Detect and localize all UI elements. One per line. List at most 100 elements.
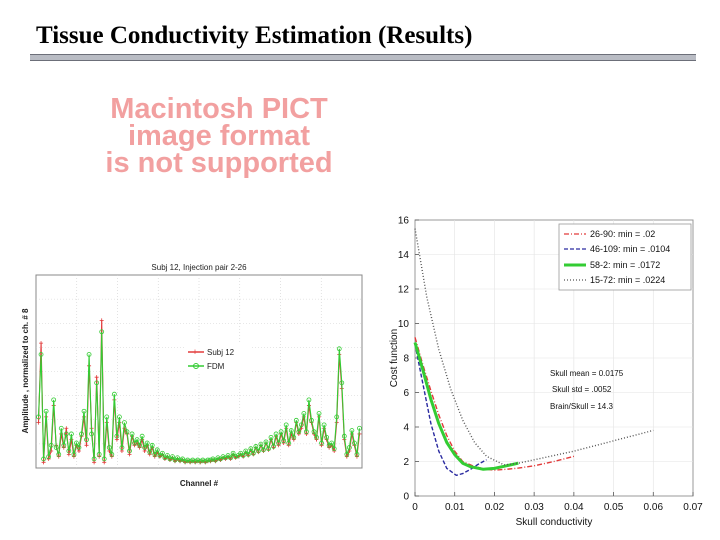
- data-point: [149, 442, 155, 448]
- data-point: [154, 447, 160, 453]
- data-point: [99, 318, 104, 323]
- data-point: [79, 431, 84, 437]
- y-tick-label: 4: [403, 423, 409, 434]
- x-tick-label: 0.04: [564, 502, 584, 513]
- data-point: [349, 428, 355, 433]
- data-point: [56, 451, 62, 457]
- data-point: [341, 433, 347, 439]
- annotation-skull-std: Skull std = .0052: [552, 385, 612, 394]
- data-point: [197, 458, 203, 464]
- title-divider: [30, 54, 696, 61]
- data-point: [344, 451, 350, 457]
- data-point: [334, 414, 340, 420]
- series-group: [413, 228, 654, 476]
- y-tick-label: 2: [403, 457, 409, 468]
- data-point: [253, 444, 259, 449]
- data-point: [96, 451, 102, 457]
- legend-marker-circle: [193, 363, 199, 369]
- data-point: [354, 451, 360, 457]
- data-point: [137, 442, 143, 448]
- data-point: [170, 454, 175, 460]
- data-point: [53, 445, 59, 450]
- data-point: [240, 453, 246, 458]
- data-point: [210, 456, 216, 462]
- data-point: [124, 429, 130, 435]
- data-point: [316, 411, 322, 416]
- data-point: [36, 414, 41, 420]
- data-point: [329, 440, 335, 446]
- data-point: [266, 446, 271, 452]
- data-point: [99, 329, 105, 335]
- data-point: [202, 458, 208, 464]
- data-point: [43, 408, 49, 414]
- data-point: [127, 448, 132, 454]
- data-point: [177, 457, 183, 463]
- data-point: [46, 454, 52, 460]
- data-point: [182, 458, 188, 464]
- data-point: [86, 352, 92, 357]
- y-tick-label: 14: [398, 250, 410, 261]
- x-tick-label: 0.06: [644, 502, 664, 513]
- data-point: [336, 346, 342, 352]
- x-tick-label: 0.01: [445, 502, 465, 513]
- data-point: [233, 454, 239, 460]
- series-46-109-line: [414, 344, 487, 476]
- x-tick-label: 0: [412, 502, 418, 513]
- y-tick-label: 6: [403, 388, 409, 399]
- data-point: [109, 451, 115, 457]
- data-point: [81, 408, 87, 414]
- y-axis-label: Cost function: [389, 329, 400, 387]
- legend-label-46-109: 46-109: min = .0104: [590, 244, 670, 254]
- data-point: [281, 438, 287, 444]
- data-point: [71, 451, 77, 457]
- data-point: [114, 433, 120, 439]
- data-point: [132, 440, 137, 446]
- data-point: [111, 391, 117, 397]
- legend-label-fdm: FDM: [207, 362, 225, 371]
- data-point: [51, 397, 57, 403]
- data-point: [66, 448, 72, 454]
- data-point: [250, 450, 256, 456]
- data-point: [101, 456, 107, 462]
- data-point: [106, 445, 112, 450]
- data-point: [63, 431, 69, 437]
- y-tick-label: 0: [403, 492, 409, 503]
- data-point: [298, 422, 304, 428]
- data-point: [68, 431, 74, 437]
- data-point: [190, 457, 196, 463]
- data-point: [228, 455, 233, 461]
- data-point: [84, 437, 89, 443]
- data-point: [286, 440, 292, 446]
- data-point: [144, 440, 150, 446]
- data-point: [324, 434, 330, 440]
- x-tick-label: 0.05: [604, 502, 624, 513]
- series-58-2-line: [413, 342, 519, 471]
- amplitude-chart: Subj 12, Injection pair 2-26 Channel # A…: [18, 258, 368, 493]
- legend-marker-plus: +: [192, 347, 197, 357]
- data-point: [243, 448, 249, 454]
- data-point: [64, 426, 69, 431]
- data-point: [261, 447, 266, 453]
- data-point: [192, 458, 198, 464]
- data-point: [276, 440, 282, 446]
- series-26-90-line: [414, 337, 575, 471]
- data-point: [147, 449, 153, 455]
- data-point: [205, 457, 211, 463]
- data-point: [76, 445, 82, 450]
- data-point: [41, 456, 46, 462]
- x-tick-label: 0.03: [524, 502, 544, 513]
- y-tick-label: 12: [398, 285, 410, 296]
- data-point: [134, 437, 140, 443]
- series-line-fdm: [37, 331, 361, 462]
- data-point: [207, 457, 213, 463]
- data-point: [230, 450, 236, 456]
- data-point: [346, 445, 352, 450]
- data-point: [58, 425, 64, 431]
- series-group: [36, 318, 362, 465]
- data-point: [61, 442, 67, 448]
- data-point: [357, 425, 362, 431]
- data-point: [220, 454, 226, 460]
- data-point: [94, 380, 100, 386]
- data-point: [38, 352, 44, 357]
- unsupported-image-placeholder: Macintosh PICT image format is not suppo…: [38, 95, 400, 178]
